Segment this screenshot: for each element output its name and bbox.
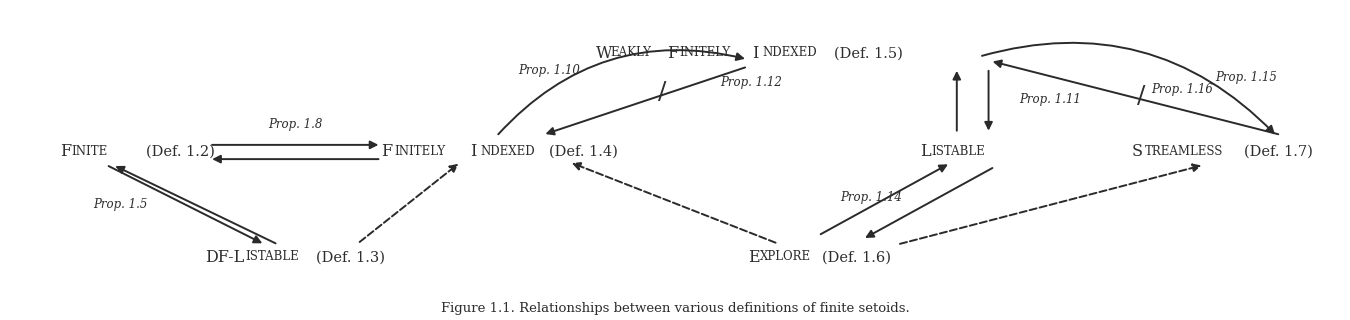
Text: Figure 1.1. Relationships between various definitions of finite setoids.: Figure 1.1. Relationships between variou… bbox=[440, 302, 910, 315]
Text: I: I bbox=[470, 143, 477, 161]
Text: EAKLY: EAKLY bbox=[610, 46, 651, 60]
Text: DF-L: DF-L bbox=[205, 249, 244, 266]
Text: /: / bbox=[657, 81, 666, 104]
Text: XPLORE: XPLORE bbox=[760, 250, 811, 263]
Text: NDEXED: NDEXED bbox=[763, 46, 817, 60]
Text: I: I bbox=[752, 45, 759, 62]
Text: (Def. 1.3): (Def. 1.3) bbox=[316, 250, 386, 264]
Text: INITELY: INITELY bbox=[394, 145, 446, 158]
Text: Prop. 1.5: Prop. 1.5 bbox=[93, 198, 147, 211]
Text: /: / bbox=[1137, 85, 1145, 108]
Text: E: E bbox=[748, 249, 760, 266]
Text: Prop. 1.12: Prop. 1.12 bbox=[720, 76, 782, 89]
Text: TREAMLESS: TREAMLESS bbox=[1145, 145, 1223, 158]
Text: (Def. 1.4): (Def. 1.4) bbox=[549, 145, 618, 159]
Text: Prop. 1.14: Prop. 1.14 bbox=[840, 191, 902, 204]
Text: Prop. 1.15: Prop. 1.15 bbox=[1215, 71, 1277, 84]
Text: (Def. 1.2): (Def. 1.2) bbox=[146, 145, 215, 159]
Text: F: F bbox=[59, 143, 72, 161]
Text: NDEXED: NDEXED bbox=[481, 145, 535, 158]
Text: Prop. 1.11: Prop. 1.11 bbox=[1019, 93, 1081, 106]
Text: L: L bbox=[919, 143, 930, 161]
Text: (Def. 1.7): (Def. 1.7) bbox=[1243, 145, 1312, 159]
Text: F: F bbox=[667, 45, 678, 62]
Text: S: S bbox=[1131, 143, 1142, 161]
Text: INITE: INITE bbox=[72, 145, 108, 158]
Text: ISTABLE: ISTABLE bbox=[244, 250, 298, 263]
Text: Prop. 1.10: Prop. 1.10 bbox=[518, 64, 580, 77]
Text: Prop. 1.16: Prop. 1.16 bbox=[1152, 83, 1214, 96]
Text: (Def. 1.5): (Def. 1.5) bbox=[834, 47, 903, 61]
Text: F: F bbox=[381, 143, 393, 161]
Text: (Def. 1.6): (Def. 1.6) bbox=[822, 250, 891, 264]
Text: ISTABLE: ISTABLE bbox=[931, 145, 985, 158]
Text: W: W bbox=[595, 45, 612, 62]
Text: Prop. 1.8: Prop. 1.8 bbox=[269, 118, 323, 132]
Text: INITELY: INITELY bbox=[679, 46, 730, 60]
